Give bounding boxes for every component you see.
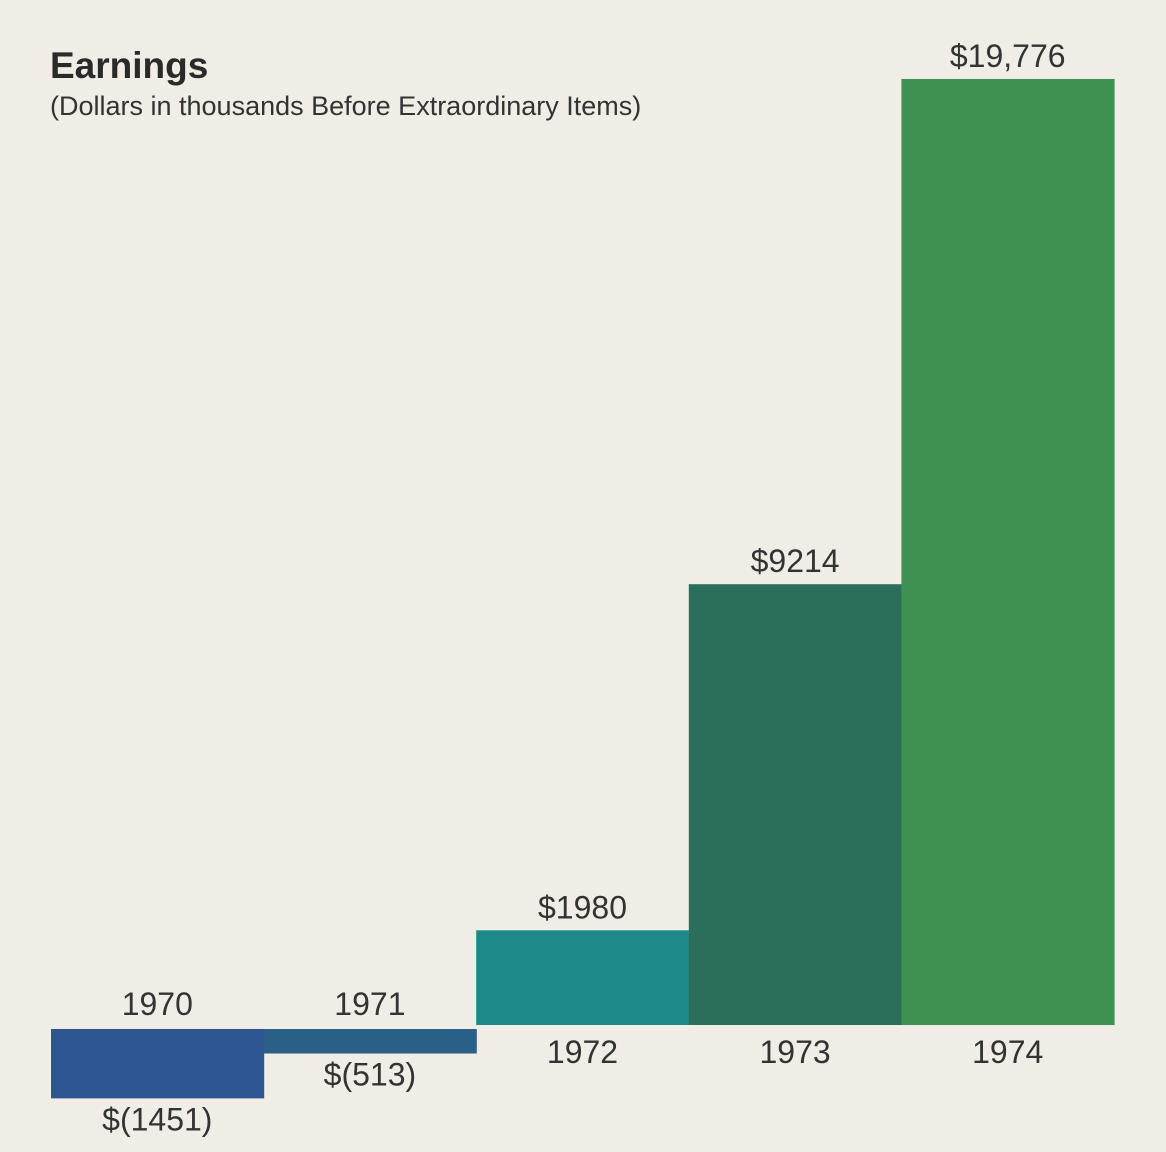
chart-title: Earnings [50,45,209,86]
bar-1972 [476,930,690,1025]
labels-group: 1970 $(1451) 1971 $(513) $1980 1972 $9214 1973 $… [102,38,1065,1137]
category-label-1970: 1970 [122,986,193,1022]
value-label-1970: $(1451) [102,1101,212,1137]
bar-1973 [688,584,902,1025]
bar-1970 [51,1029,265,1099]
category-label-1974: 1974 [972,1034,1043,1070]
bars-group [51,79,1115,1099]
value-label-1974: $19,776 [950,38,1066,74]
bar-1971 [263,1029,477,1054]
category-label-1972: 1972 [547,1034,618,1070]
chart-subtitle: (Dollars in thousands Before Extraordina… [50,91,642,121]
bar-1974 [901,79,1115,1025]
category-label-1973: 1973 [760,1034,831,1070]
category-label-1971: 1971 [334,986,405,1022]
value-label-1973: $9214 [751,543,840,579]
value-label-1972: $1980 [538,889,627,925]
value-label-1971: $(513) [324,1057,417,1093]
